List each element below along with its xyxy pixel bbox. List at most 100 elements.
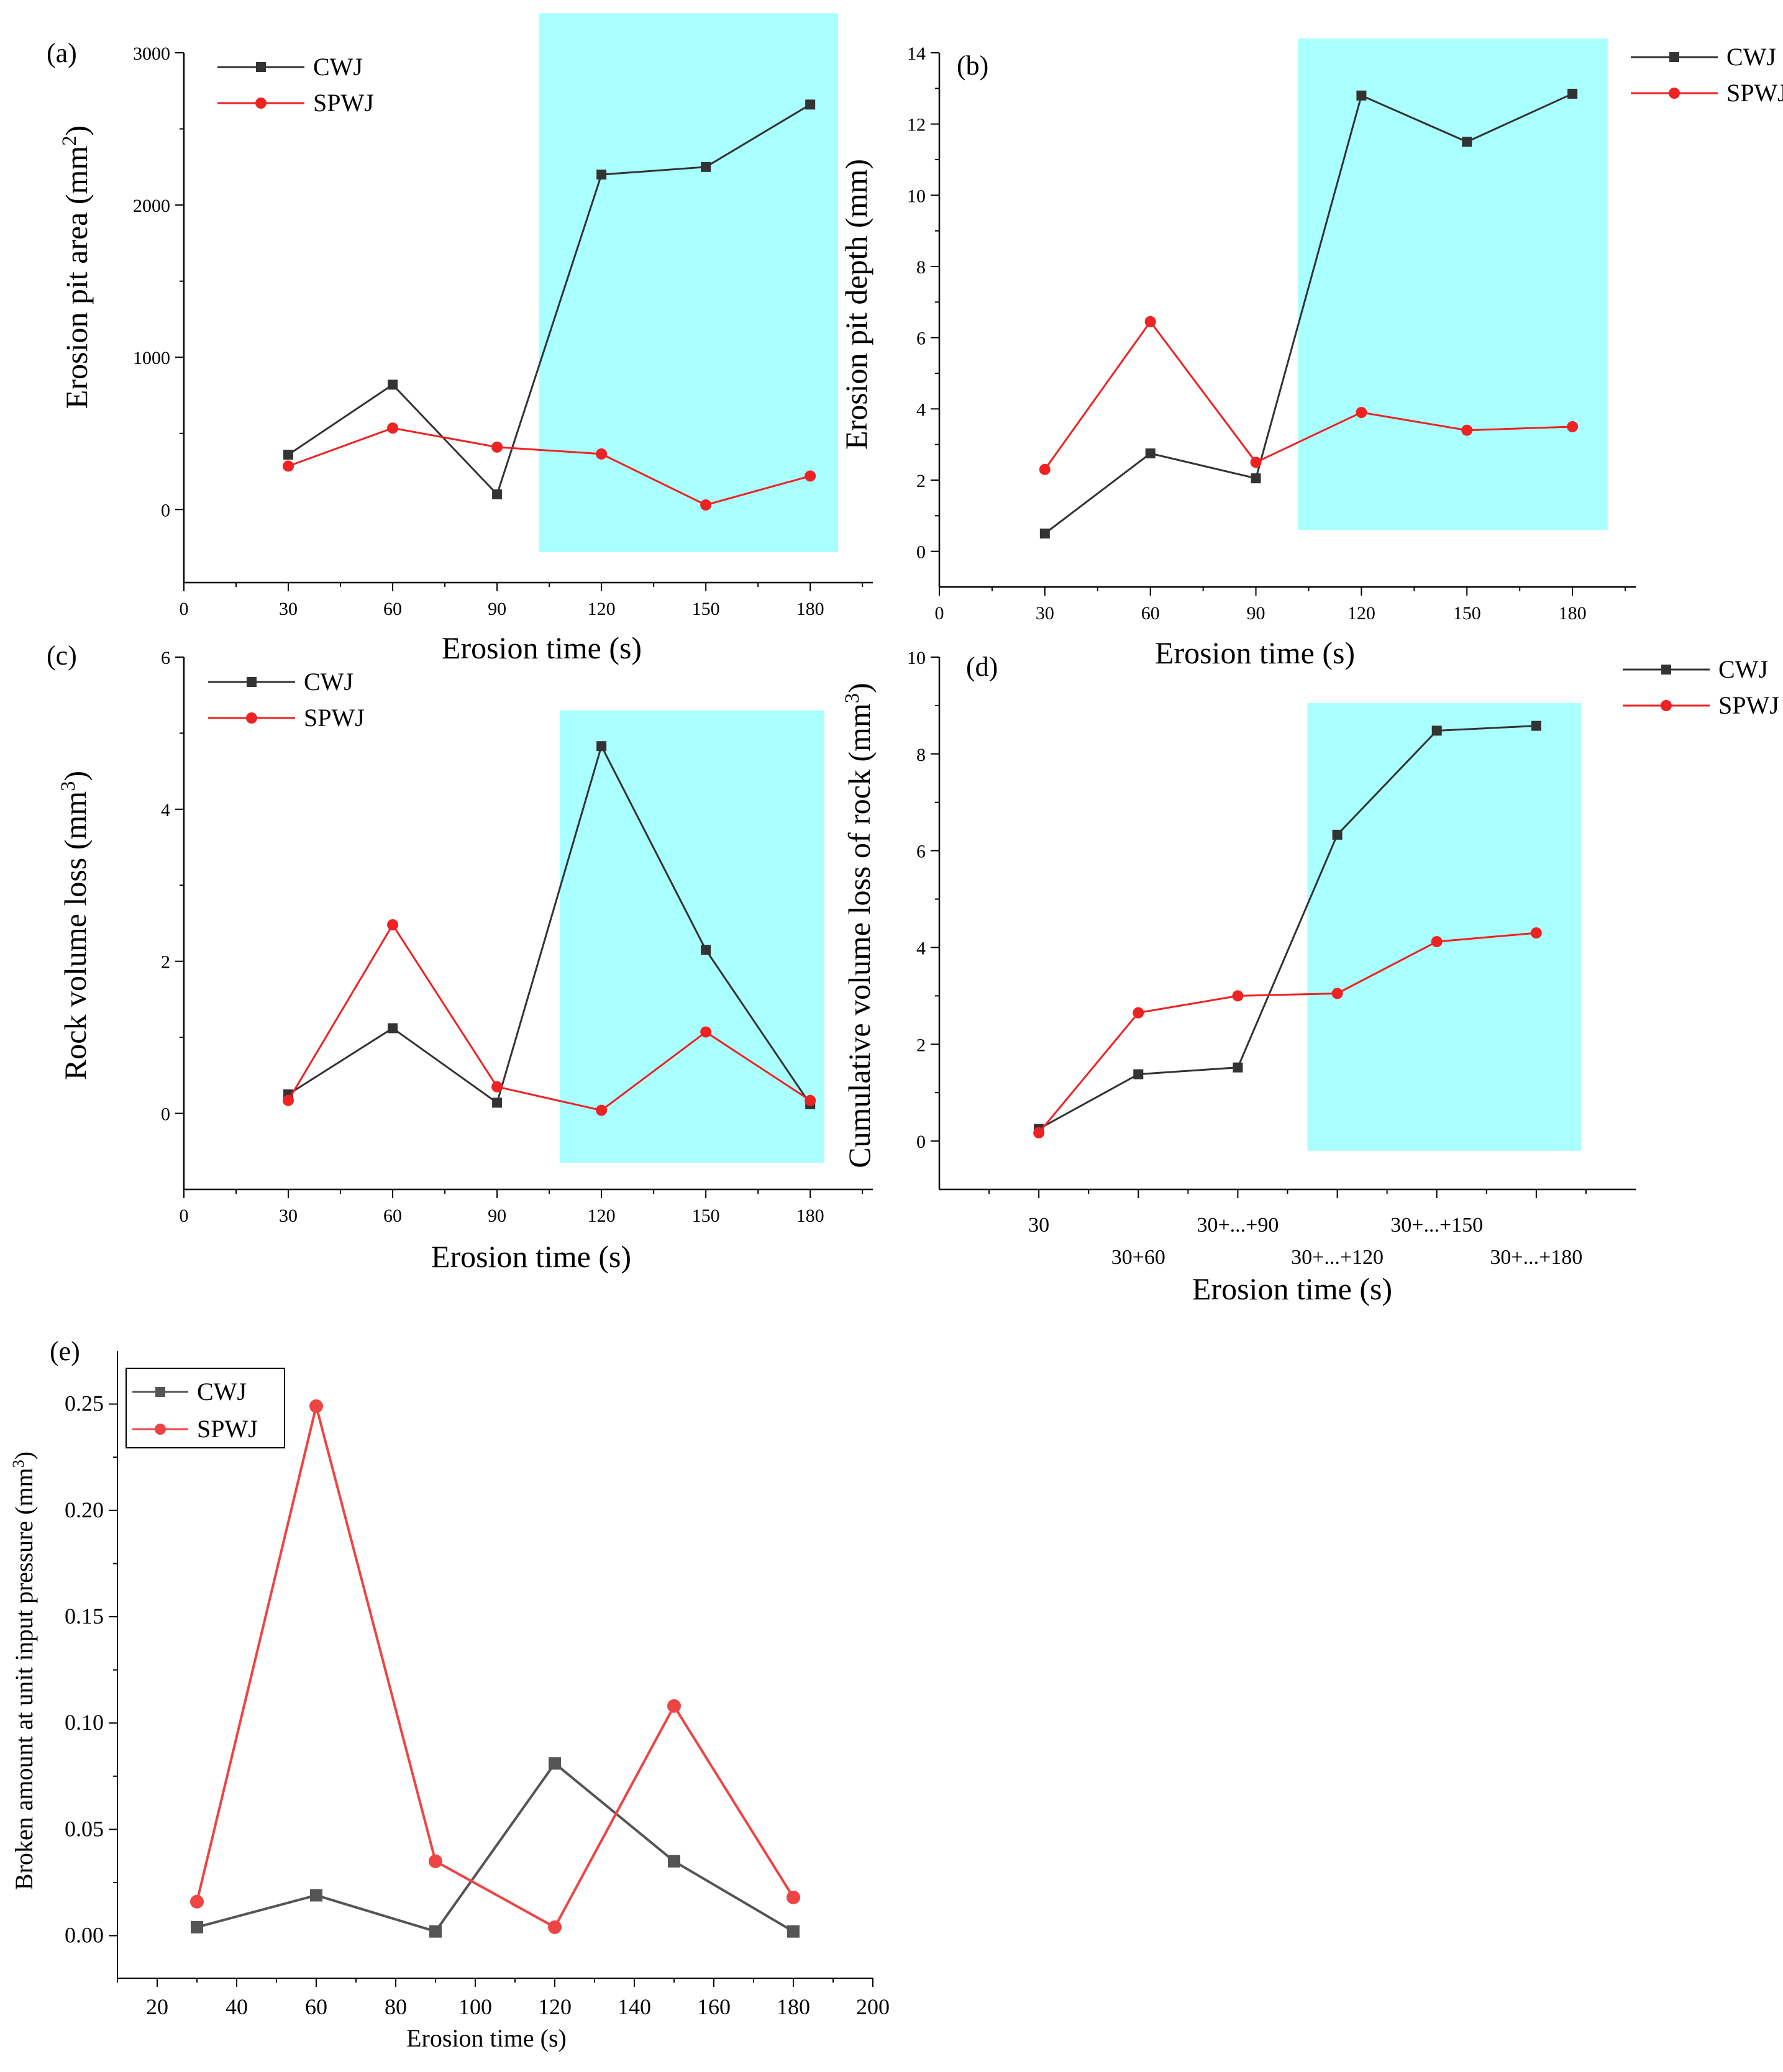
legend-square-marker	[1669, 52, 1679, 62]
x-tick-label: 180	[796, 599, 824, 619]
y-tick-label: 10	[907, 648, 926, 668]
x-tick-label: 180	[1559, 603, 1587, 624]
series-line-cwj	[1044, 93, 1573, 535]
data-point-spwj	[1431, 936, 1443, 948]
legend-circle-marker	[1669, 88, 1680, 99]
data-point-spwj	[283, 460, 294, 472]
y-tick-label: 2	[161, 952, 170, 973]
series-line-spwj	[196, 1406, 795, 1929]
legend-label: SPWJ	[1718, 691, 1779, 719]
data-point-cwj	[596, 170, 607, 180]
x-tick-label: 200	[856, 1994, 890, 2019]
data-point-cwj	[388, 379, 398, 390]
legend-label: CWJ	[197, 1378, 247, 1406]
x-tick-label: 0	[180, 1206, 189, 1226]
x-tick-label: 30	[1036, 603, 1054, 624]
data-point-spwj	[1232, 990, 1244, 1002]
y-tick-label: 8	[916, 745, 926, 765]
x-tick-label: 40	[226, 1994, 248, 2019]
x-tick-label: 180	[777, 1994, 810, 2019]
legend: CWJ SPWJ	[217, 53, 374, 117]
highlight-region	[1307, 703, 1581, 1151]
x-axis-title: Erosion time (s)	[431, 1239, 631, 1274]
x-tick-label: 90	[488, 1206, 506, 1226]
data-point-spwj	[1133, 1007, 1144, 1019]
data-point-spwj	[491, 441, 503, 453]
data-point-spwj	[387, 919, 399, 930]
y-tick-label: 10	[907, 186, 926, 206]
x-tick-label: 150	[1453, 603, 1481, 624]
y-tick-label: 0.00	[65, 1923, 104, 1948]
x-tick-label: 150	[692, 1206, 720, 1226]
data-point-spwj	[1461, 424, 1473, 436]
highlight-region	[559, 710, 824, 1163]
y-tick-label: 0.25	[65, 1391, 104, 1416]
data-point-cwj	[1356, 90, 1367, 101]
y-tick-label: 0	[161, 500, 170, 520]
y-axis-title: Broken amount at unit input pressure (mm…	[9, 1452, 39, 1890]
y-axis-title: Cumulative volume loss of rock (mm3)	[841, 683, 877, 1168]
x-tick-label: 60	[305, 1994, 327, 2019]
series-line-cwj	[288, 104, 811, 496]
data-point-cwj	[492, 489, 503, 499]
data-point-spwj	[283, 1094, 294, 1106]
data-point-cwj	[1133, 1069, 1144, 1079]
series-line-cwj	[1038, 725, 1536, 1130]
legend-label: CWJ	[1718, 655, 1768, 683]
data-point-spwj	[596, 1104, 608, 1116]
x-tick-label: 60	[383, 599, 402, 619]
x-tick-label: 20	[146, 1994, 168, 2019]
data-point-spwj	[548, 1920, 562, 1934]
y-tick-label: 0	[161, 1104, 170, 1125]
data-point-spwj	[787, 1890, 800, 1904]
data-point-spwj	[1356, 407, 1367, 419]
x-axis-title: Erosion time (s)	[406, 2024, 567, 2052]
y-tick-label: 4	[916, 938, 926, 958]
panel-e: 0.00 0.05 0.10 0.15 0.20 0.25 20 40 60 80 100 120 14…	[9, 1336, 890, 2052]
x-axis-title: Erosion time (s)	[442, 630, 642, 665]
panel-label: (d)	[966, 652, 998, 682]
legend-label: SPWJ	[197, 1415, 258, 1443]
x-tick-label: 160	[697, 1994, 731, 2019]
data-point-spwj	[309, 1399, 323, 1414]
data-point-spwj	[1250, 457, 1262, 468]
x-tick-label: 120	[588, 1206, 616, 1226]
x-axis-title: Erosion time (s)	[1155, 635, 1355, 670]
data-point-cwj	[191, 1920, 203, 1933]
y-tick-label: 3000	[133, 43, 170, 64]
legend-label: SPWJ	[1726, 79, 1783, 107]
y-tick-label: 4	[161, 800, 170, 820]
data-point-spwj	[805, 470, 816, 482]
data-point-spwj	[805, 1094, 816, 1106]
x-tick-label: 80	[385, 1994, 407, 2019]
data-point-spwj	[667, 1699, 681, 1713]
y-tick-label: 0.10	[65, 1710, 104, 1735]
panel-b: 0 2 4 6 8 10 12 14 0 30 60 90 120 150 180 CWJ SPWJ (b) Ero…	[839, 39, 1783, 670]
data-point-spwj	[387, 422, 399, 434]
legend-circle-marker	[246, 712, 257, 724]
x-tick-label: 0	[935, 603, 944, 624]
series-line-spwj	[287, 923, 811, 1112]
series-line-cwj	[288, 743, 811, 1105]
y-tick-label: 6	[916, 842, 926, 862]
data-point-spwj	[596, 448, 608, 460]
y-tick-label: 0	[916, 542, 926, 563]
data-point-spwj	[190, 1894, 204, 1909]
x-tick-label: 120	[588, 599, 616, 619]
legend-square-marker	[256, 62, 266, 72]
x-tick-label: 30	[279, 599, 298, 619]
panel-label: (c)	[47, 640, 77, 671]
legend-circle-marker	[155, 1424, 166, 1435]
data-point-cwj	[429, 1925, 442, 1938]
data-point-spwj	[700, 1026, 712, 1038]
data-point-cwj	[668, 1855, 680, 1868]
highlight-region	[1298, 39, 1608, 530]
data-point-cwj	[1531, 720, 1541, 731]
data-point-cwj	[1233, 1062, 1243, 1073]
data-point-cwj	[1567, 88, 1578, 99]
data-point-cwj	[1332, 829, 1343, 840]
legend-label: SPWJ	[313, 89, 374, 117]
panel-label: (b)	[957, 50, 988, 81]
